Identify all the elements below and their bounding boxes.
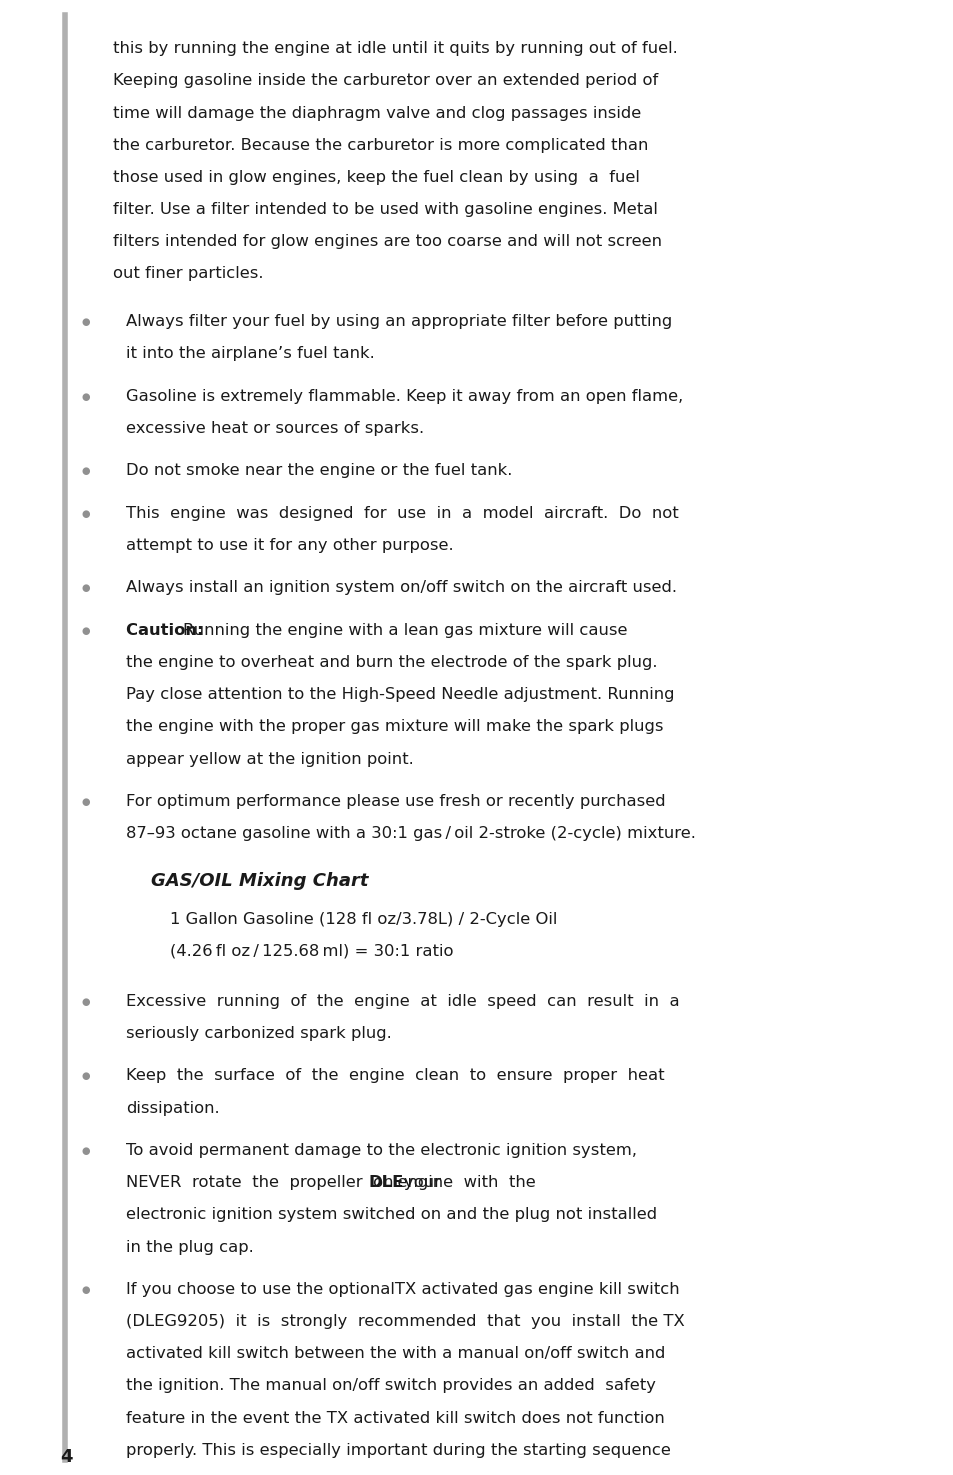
Text: Excessive  running  of  the  engine  at  idle  speed  can  result  in  a: Excessive running of the engine at idle … [126, 994, 679, 1009]
Text: If you choose to use the optionalTX activated gas engine kill switch: If you choose to use the optionalTX acti… [126, 1282, 679, 1297]
Text: time will damage the diaphragm valve and clog passages inside: time will damage the diaphragm valve and… [112, 106, 640, 121]
Text: DLE: DLE [368, 1176, 403, 1190]
Text: in the plug cap.: in the plug cap. [126, 1239, 253, 1255]
Text: ●: ● [81, 997, 90, 1007]
Text: dissipation.: dissipation. [126, 1100, 219, 1115]
Text: electronic ignition system switched on and the plug not installed: electronic ignition system switched on a… [126, 1208, 657, 1223]
Text: appear yellow at the ignition point.: appear yellow at the ignition point. [126, 752, 414, 767]
Text: it into the airplane’s fuel tank.: it into the airplane’s fuel tank. [126, 347, 375, 361]
Text: ●: ● [81, 625, 90, 636]
Text: properly. This is especially important during the starting sequence: properly. This is especially important d… [126, 1443, 670, 1457]
Text: this by running the engine at idle until it quits by running out of fuel.: this by running the engine at idle until… [112, 41, 677, 56]
Text: ●: ● [81, 392, 90, 401]
Text: seriously carbonized spark plug.: seriously carbonized spark plug. [126, 1027, 392, 1041]
Text: ●: ● [81, 317, 90, 327]
Text: Always filter your fuel by using an appropriate filter before putting: Always filter your fuel by using an appr… [126, 314, 672, 329]
Text: ●: ● [81, 1285, 90, 1295]
Text: Pay close attention to the High-Speed Needle adjustment. Running: Pay close attention to the High-Speed Ne… [126, 687, 674, 702]
Text: NEVER  rotate  the  propeller  on  your: NEVER rotate the propeller on your [126, 1176, 451, 1190]
Text: (DLEG9205)  it  is  strongly  recommended  that  you  install  the TX: (DLEG9205) it is strongly recommended th… [126, 1314, 684, 1329]
Text: ●: ● [81, 1146, 90, 1156]
Text: Caution:: Caution: [126, 622, 209, 637]
Text: Gasoline is extremely flammable. Keep it away from an open flame,: Gasoline is extremely flammable. Keep it… [126, 389, 682, 404]
Text: activated kill switch between the with a manual on/off switch and: activated kill switch between the with a… [126, 1347, 664, 1361]
Text: This  engine  was  designed  for  use  in  a  model  aircraft.  Do  not: This engine was designed for use in a mo… [126, 506, 678, 521]
Text: ●: ● [81, 1071, 90, 1081]
Text: Always install an ignition system on/off switch on the aircraft used.: Always install an ignition system on/off… [126, 581, 677, 596]
Text: (4.26 fl oz / 125.68 ml) = 30:1 ratio: (4.26 fl oz / 125.68 ml) = 30:1 ratio [170, 944, 453, 959]
Text: 87–93 octane gasoline with a 30:1 gas / oil 2-stroke (2-cycle) mixture.: 87–93 octane gasoline with a 30:1 gas / … [126, 826, 695, 841]
Text: ●: ● [81, 466, 90, 476]
Text: out finer particles.: out finer particles. [112, 267, 263, 282]
Text: the engine to overheat and burn the electrode of the spark plug.: the engine to overheat and burn the elec… [126, 655, 657, 670]
Text: feature in the event the TX activated kill switch does not function: feature in the event the TX activated ki… [126, 1410, 664, 1426]
Text: ●: ● [81, 584, 90, 593]
Text: To avoid permanent damage to the electronic ignition system,: To avoid permanent damage to the electro… [126, 1143, 637, 1158]
Text: Running the engine with a lean gas mixture will cause: Running the engine with a lean gas mixtu… [183, 622, 627, 637]
Text: the ignition. The manual on/off switch provides an added  safety: the ignition. The manual on/off switch p… [126, 1379, 656, 1394]
Text: engine  with  the: engine with the [387, 1176, 536, 1190]
Text: GAS/OIL Mixing Chart: GAS/OIL Mixing Chart [151, 872, 368, 889]
Text: For optimum performance please use fresh or recently purchased: For optimum performance please use fresh… [126, 794, 665, 808]
Text: Do not smoke near the engine or the fuel tank.: Do not smoke near the engine or the fuel… [126, 463, 512, 478]
Text: ●: ● [81, 796, 90, 807]
Text: 1 Gallon Gasoline (128 fl oz/3.78L) / 2-Cycle Oil: 1 Gallon Gasoline (128 fl oz/3.78L) / 2-… [170, 912, 557, 926]
Text: excessive heat or sources of sparks.: excessive heat or sources of sparks. [126, 420, 423, 435]
Text: attempt to use it for any other purpose.: attempt to use it for any other purpose. [126, 538, 453, 553]
Text: filters intended for glow engines are too coarse and will not screen: filters intended for glow engines are to… [112, 235, 660, 249]
Text: ●: ● [81, 509, 90, 519]
Text: the carburetor. Because the carburetor is more complicated than: the carburetor. Because the carburetor i… [112, 137, 647, 153]
Text: those used in glow engines, keep the fuel clean by using  a  fuel: those used in glow engines, keep the fue… [112, 170, 639, 184]
Text: Keeping gasoline inside the carburetor over an extended period of: Keeping gasoline inside the carburetor o… [112, 74, 658, 88]
Text: filter. Use a filter intended to be used with gasoline engines. Metal: filter. Use a filter intended to be used… [112, 202, 657, 217]
Text: the engine with the proper gas mixture will make the spark plugs: the engine with the proper gas mixture w… [126, 720, 662, 735]
Text: Keep  the  surface  of  the  engine  clean  to  ensure  proper  heat: Keep the surface of the engine clean to … [126, 1068, 664, 1084]
Text: 4: 4 [60, 1448, 72, 1466]
